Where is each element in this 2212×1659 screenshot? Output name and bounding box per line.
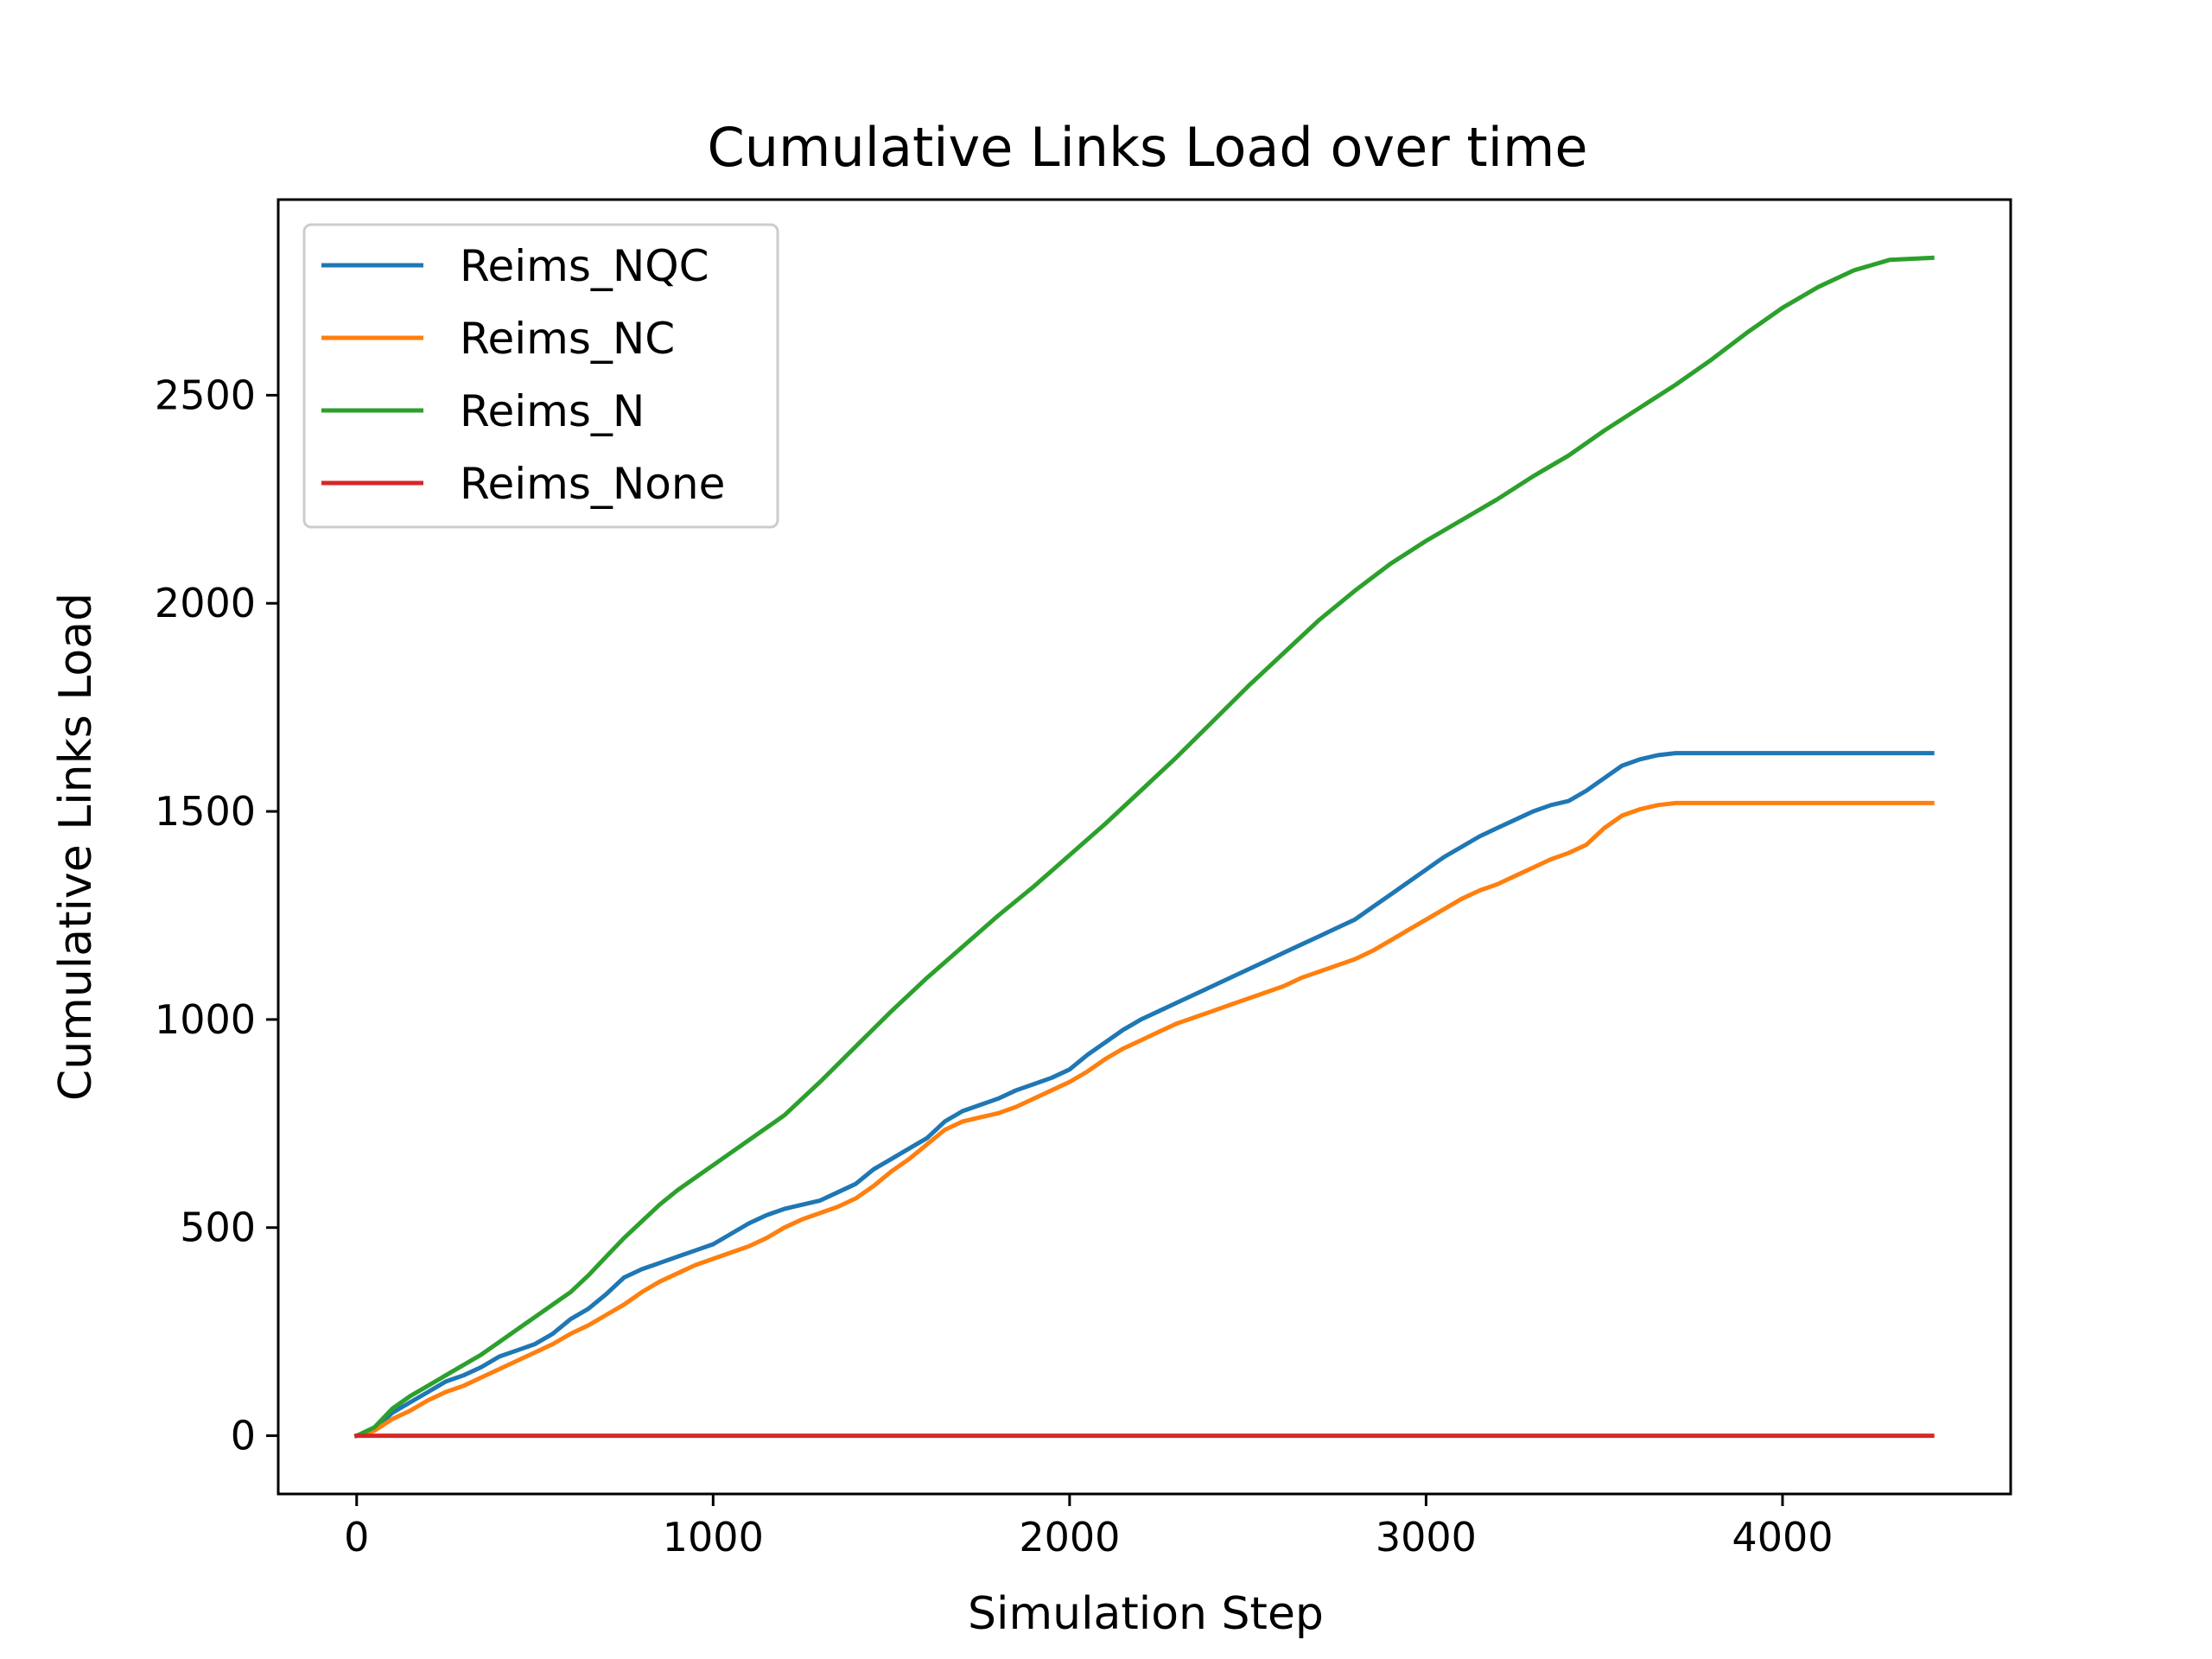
y-tick-label: 500 xyxy=(180,1205,256,1251)
x-tick-label: 0 xyxy=(344,1514,369,1560)
y-tick-label: 2500 xyxy=(155,372,256,418)
y-tick-label: 1500 xyxy=(155,788,256,835)
legend-label: Reims_NC xyxy=(460,314,675,364)
y-tick-label: 1000 xyxy=(155,996,256,1043)
x-tick-label: 2000 xyxy=(1019,1514,1120,1560)
legend: Reims_NQC Reims_NC Reims_N Reims_None xyxy=(302,223,779,529)
y-tick-label: 0 xyxy=(231,1413,256,1459)
x-tick-label: 4000 xyxy=(1732,1514,1833,1560)
y-tick-label: 2000 xyxy=(155,580,256,626)
legend-label: Reims_None xyxy=(460,459,725,509)
x-axis: 0 1000 2000 3000 4000 xyxy=(344,1494,1834,1560)
x-axis-label: Simulation Step xyxy=(968,1588,1324,1640)
legend-label: Reims_NQC xyxy=(460,241,709,291)
x-tick-label: 1000 xyxy=(663,1514,764,1560)
x-tick-label: 3000 xyxy=(1376,1514,1477,1560)
series-line-reims-nqc xyxy=(353,751,1935,1439)
legend-box xyxy=(302,223,779,529)
series-line-reims-n xyxy=(353,255,1935,1439)
legend-label: Reims_N xyxy=(460,386,645,436)
series-layer xyxy=(353,255,1935,1439)
plot-frame xyxy=(276,198,2012,1496)
series-line-reims-nc xyxy=(353,800,1935,1439)
y-axis: 0 500 1000 1500 2000 2500 xyxy=(155,372,278,1459)
chart-title: Cumulative Links Load over time xyxy=(707,116,1587,179)
y-axis-label: Cumulative Links Load xyxy=(50,593,102,1101)
